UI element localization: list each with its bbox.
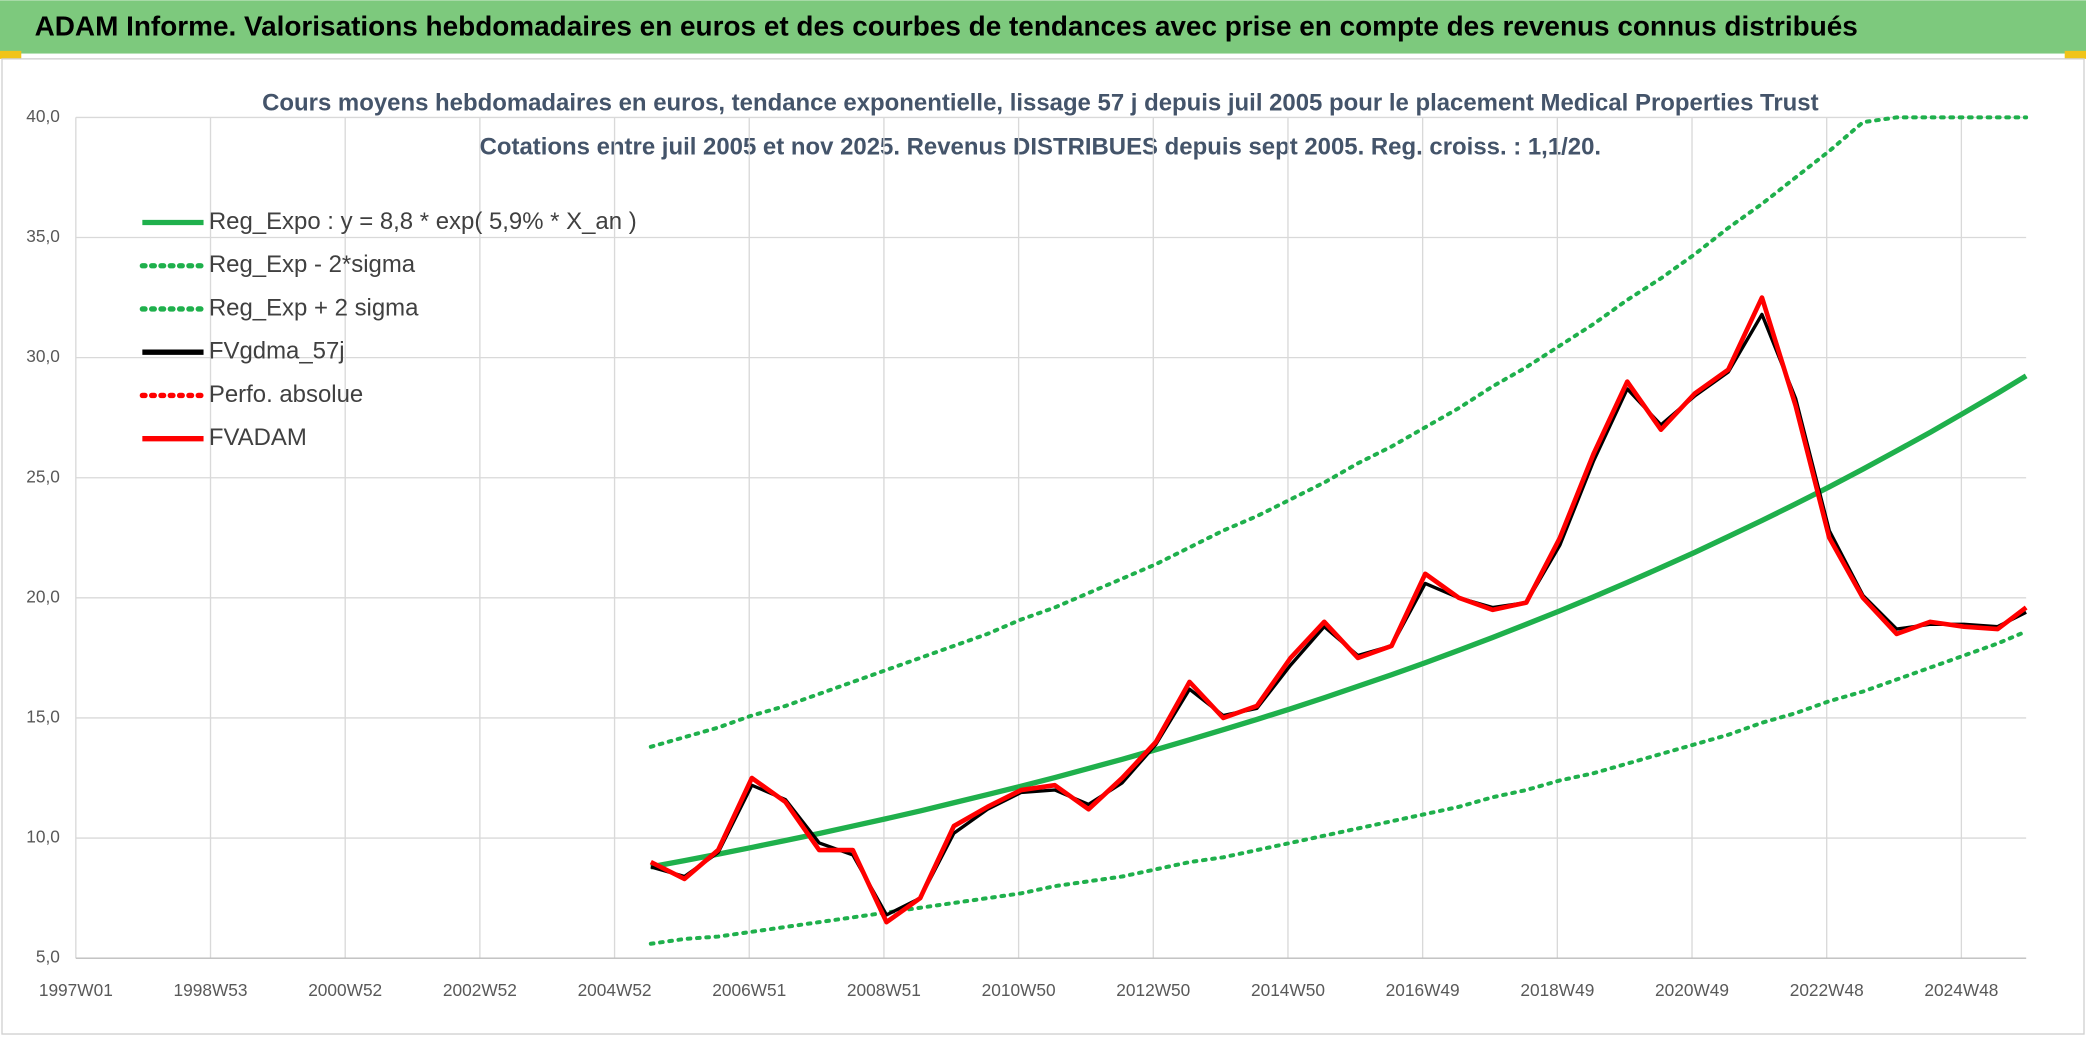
y-tick-label: 10,0: [26, 827, 60, 847]
x-tick-label: 2016W49: [1386, 980, 1460, 1000]
y-tick-label: 40,0: [26, 106, 60, 126]
chart-subtitle: Cotations entre juil 2005 et nov 2025. R…: [480, 133, 1601, 160]
y-tick-label: 30,0: [26, 346, 60, 366]
x-tick-label: 2002W52: [443, 980, 517, 1000]
y-tick-label: 20,0: [26, 586, 60, 606]
x-tick-label: 2008W51: [847, 980, 921, 1000]
legend-label: Reg_Exp + 2 sigma: [209, 294, 419, 321]
header-corner: [2064, 50, 2086, 59]
series-line: [648, 115, 2029, 749]
x-tick-label: 2022W48: [1790, 980, 1864, 1000]
series-line: [649, 295, 2028, 925]
legend-label: FVADAM: [209, 424, 307, 451]
x-tick-label: 2006W51: [712, 980, 786, 1000]
x-tick-label: 2012W50: [1116, 980, 1190, 1000]
y-tick-label: 25,0: [26, 466, 60, 486]
x-tick-label: 1998W53: [174, 980, 248, 1000]
x-tick-label: 2004W52: [578, 980, 652, 1000]
x-tick-label: 2010W50: [982, 980, 1056, 1000]
x-tick-label: 1997W01: [39, 980, 113, 1000]
chart-title: Cours moyens hebdomadaires en euros, ten…: [262, 89, 1818, 116]
x-tick-label: 2014W50: [1251, 980, 1325, 1000]
header-title: ADAM Informe. Valorisations hebdomadaire…: [35, 11, 1858, 42]
legend-label: Reg_Expo : y = 8,8 * exp( 5,9% * X_an ): [209, 208, 637, 235]
header-bar: [0, 0, 2086, 54]
x-tick-label: 2020W49: [1655, 980, 1729, 1000]
y-tick-label: 35,0: [26, 226, 60, 246]
legend-label: FVgdma_57j: [209, 338, 345, 365]
x-tick-label: 2000W52: [308, 980, 382, 1000]
legend-label: Reg_Exp - 2*sigma: [209, 251, 416, 278]
x-tick-label: 2018W49: [1520, 980, 1594, 1000]
legend-label: Perfo. absolue: [209, 381, 363, 408]
y-tick-label: 5,0: [36, 947, 60, 967]
y-tick-label: 15,0: [26, 707, 60, 727]
x-tick-label: 2024W48: [1924, 980, 1998, 1000]
header-corner: [0, 50, 22, 59]
series-line: [650, 373, 2028, 870]
frame: [1, 58, 2085, 1035]
